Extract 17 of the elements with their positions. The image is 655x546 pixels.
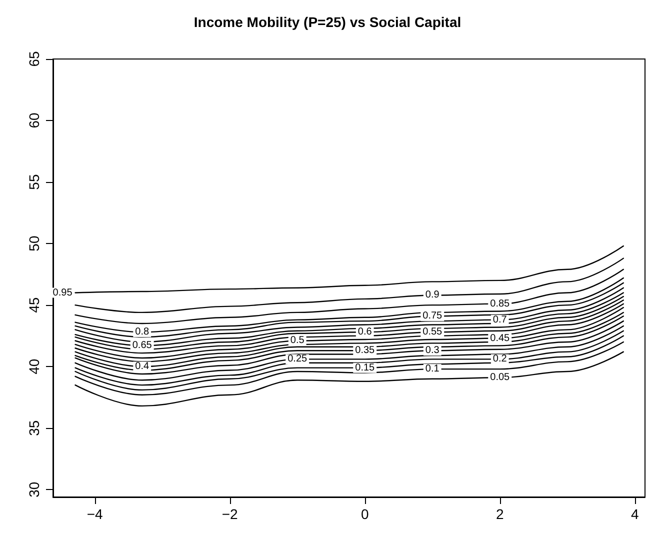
y-tick-label: 40 (26, 358, 42, 374)
line-series (74, 258, 624, 314)
y-tick-label: 50 (26, 236, 42, 252)
x-tick-label: 4 (630, 506, 639, 522)
x-tick-label: −4 (86, 506, 104, 522)
y-tick-label: 45 (26, 297, 42, 313)
x-tick-label: 2 (496, 506, 504, 522)
line-series (74, 268, 624, 324)
x-tick-label: 0 (360, 506, 369, 522)
series-label: 0.95 (52, 287, 73, 298)
y-tick-label: 35 (26, 420, 42, 436)
chart-title: Income Mobility (P=25) vs Social Capital (194, 14, 462, 30)
x-tick-label: −2 (222, 506, 238, 522)
y-tick-label: 30 (26, 482, 42, 498)
y-tick-label: 65 (26, 51, 42, 67)
y-tick-label: 55 (26, 174, 42, 190)
y-tick-label: 60 (26, 112, 42, 128)
